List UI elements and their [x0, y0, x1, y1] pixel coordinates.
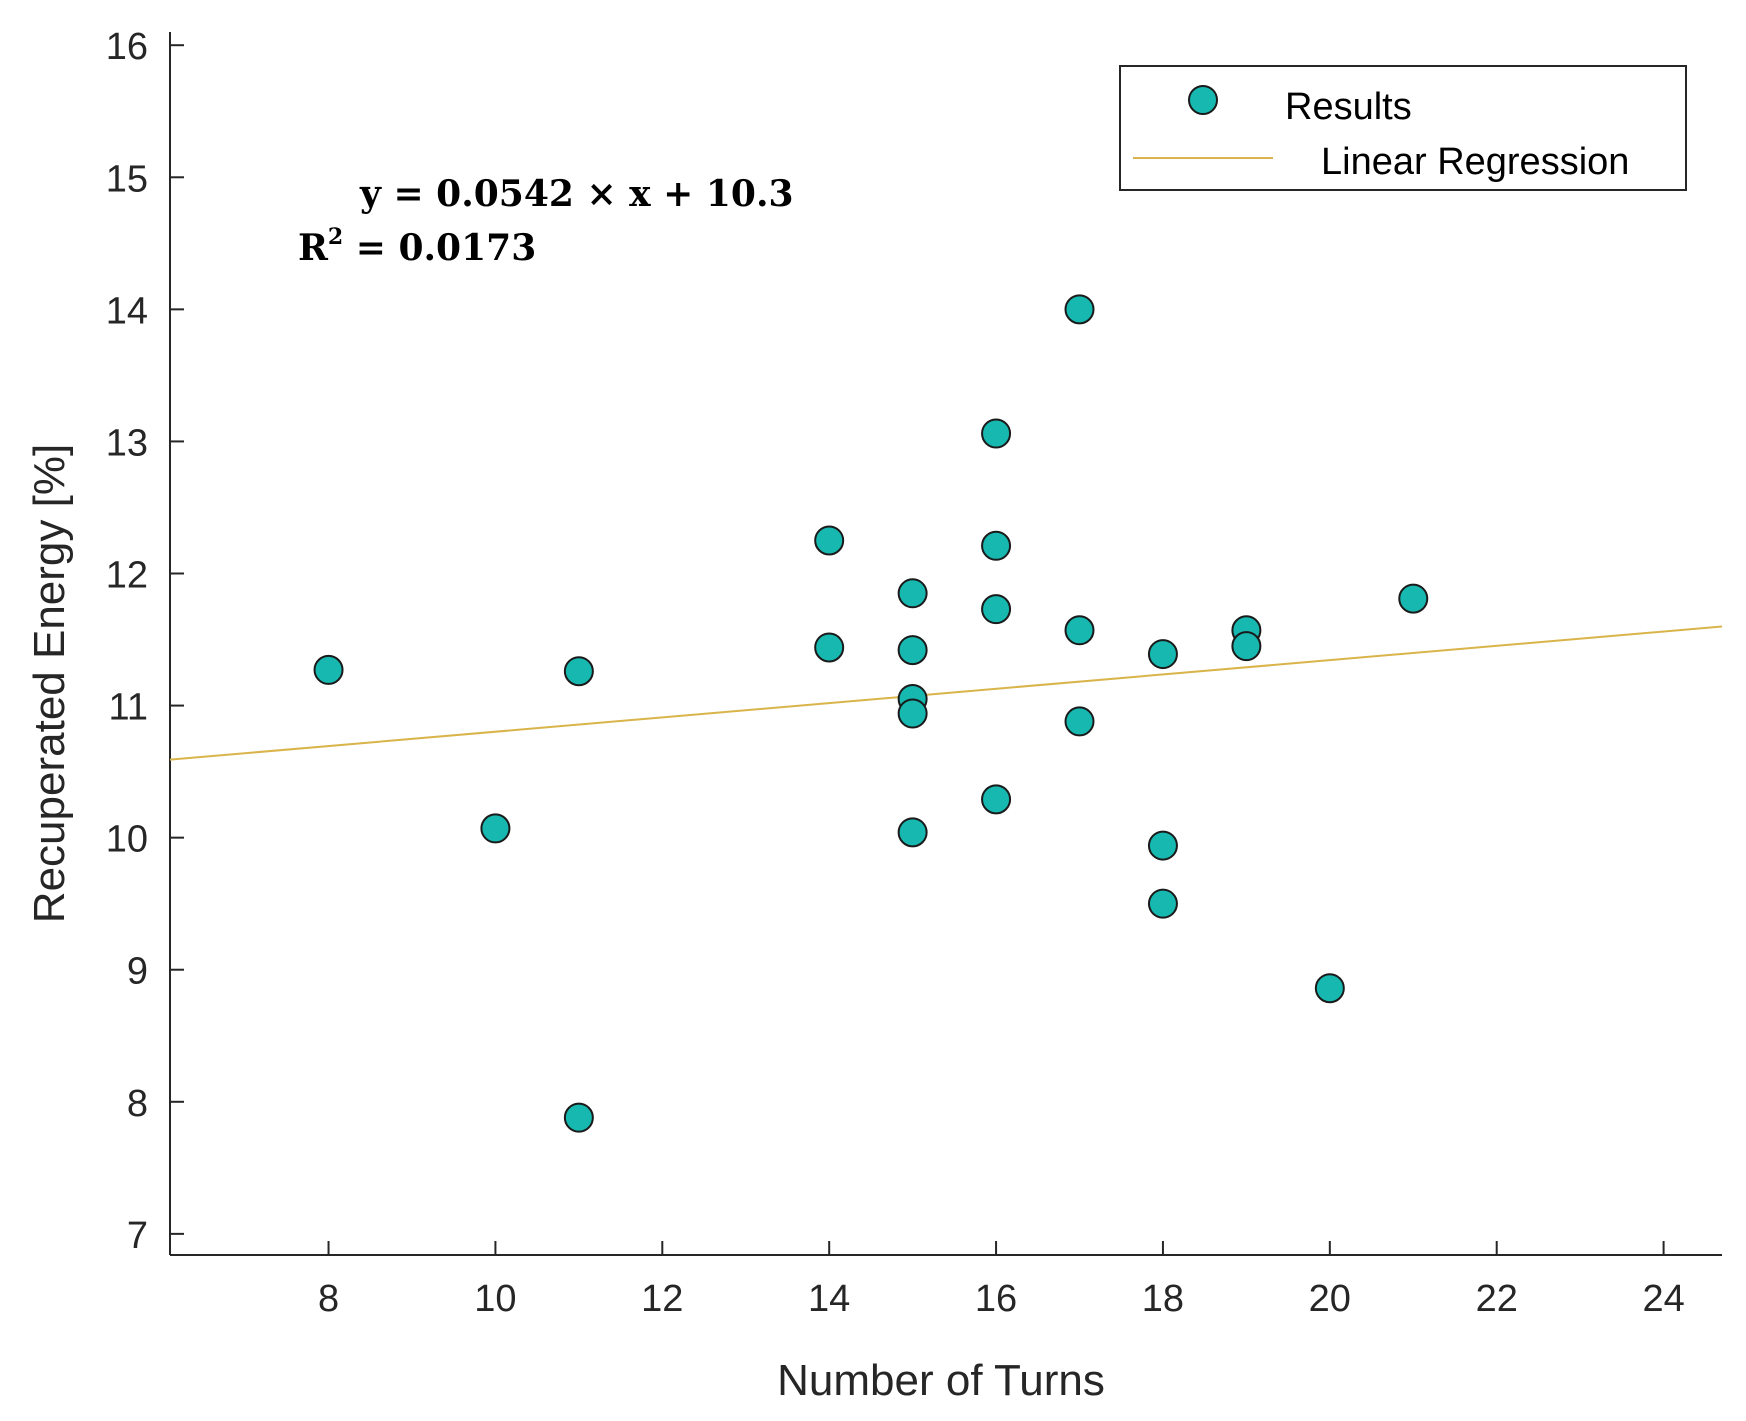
data-point: [1314, 973, 1345, 1004]
x-tick-label: 24: [1642, 1278, 1684, 1320]
y-tick-label: 15: [106, 158, 148, 200]
y-tick-label: 7: [127, 1215, 148, 1257]
y-tick-label: 16: [106, 26, 148, 68]
regression-layer: [169, 625, 1723, 761]
points-layer: [313, 294, 1429, 1133]
x-tick-label: 22: [1476, 1278, 1518, 1320]
data-point: [1064, 706, 1095, 737]
y-tick-label: 11: [109, 687, 148, 729]
data-point: [897, 578, 928, 609]
data-point: [897, 817, 928, 848]
legend-label-regression: Linear Regression: [1321, 141, 1629, 183]
legend-box: [1119, 65, 1687, 191]
data-point: [1147, 639, 1178, 670]
data-point: [1064, 294, 1095, 325]
x-tick-label: 14: [808, 1278, 850, 1320]
x-tick-label: 16: [975, 1278, 1017, 1320]
ticks-layer: 8 10 12 14 16 18 20 22 24 7 8 9 10 11 12 13 14 15 16: [106, 26, 1685, 1320]
y-tick-label: 8: [127, 1083, 148, 1125]
data-point: [480, 813, 511, 844]
data-point: [981, 784, 1012, 815]
x-tick-label: 12: [641, 1278, 683, 1320]
x-tick-label: 20: [1309, 1278, 1351, 1320]
x-tick-label: 10: [474, 1278, 516, 1320]
data-point: [563, 1102, 594, 1133]
regression-equation: y = 0.0542 × x + 10.3: [359, 173, 794, 215]
data-point: [1147, 830, 1178, 861]
regression-line: [169, 625, 1723, 761]
data-point: [1398, 583, 1429, 614]
legend: Results Linear Regression: [1119, 65, 1687, 191]
data-point: [814, 525, 845, 556]
data-point: [981, 418, 1012, 449]
legend-marker-results: [1188, 85, 1218, 115]
y-tick-label: 9: [127, 951, 148, 993]
y-tick-label: 14: [106, 290, 148, 332]
data-point: [981, 594, 1012, 625]
y-tick-label: 13: [106, 422, 148, 464]
data-point: [313, 654, 344, 685]
x-tick-label: 18: [1142, 1278, 1184, 1320]
y-tick-label: 12: [106, 555, 148, 597]
data-point: [981, 530, 1012, 561]
data-point: [1064, 615, 1095, 646]
r2-value: = 0.0173: [343, 227, 536, 269]
x-tick-label: 8: [318, 1278, 339, 1320]
y-axis-label: Recuperated Energy [%]: [25, 444, 74, 923]
data-point: [814, 632, 845, 663]
data-point: [563, 656, 594, 687]
r-squared-annotation: R2 = 0.0173: [298, 224, 536, 269]
r2-prefix: R: [298, 227, 329, 269]
data-point: [1231, 631, 1262, 662]
axes-frame: [169, 32, 1722, 1256]
x-axis-label: Number of Turns: [777, 1356, 1105, 1405]
data-point: [897, 635, 928, 666]
data-point: [1147, 888, 1178, 919]
r2-exponent: 2: [328, 224, 343, 250]
y-tick-label: 10: [106, 819, 148, 861]
legend-label-results: Results: [1285, 86, 1412, 128]
data-point: [897, 698, 928, 729]
